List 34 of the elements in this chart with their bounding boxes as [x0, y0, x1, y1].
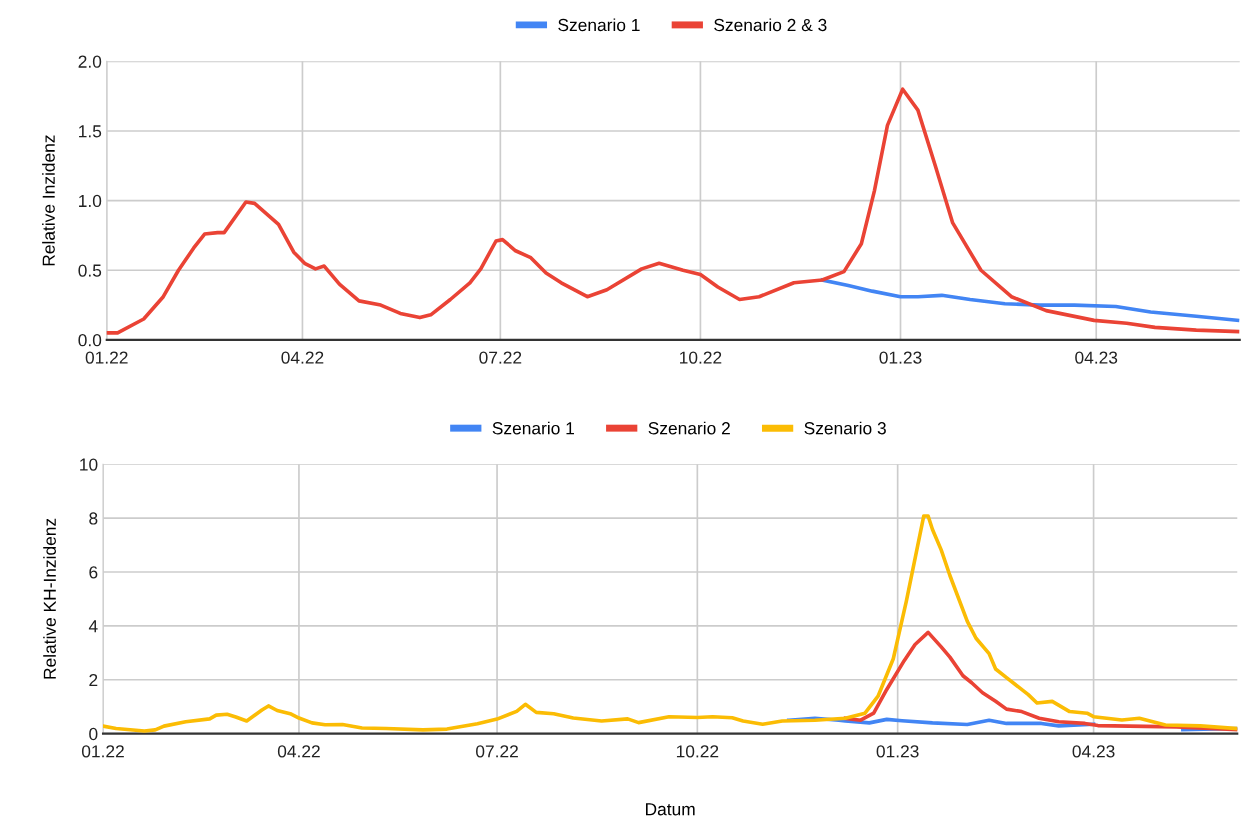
- x-tick-label: 07.22: [476, 745, 518, 758]
- x-tick-label: 04.22: [277, 745, 320, 758]
- line-series: [106, 87, 1240, 335]
- y-tick-label: 1.5: [79, 125, 102, 138]
- x-tick-label: 01.22: [85, 351, 128, 364]
- x-tick-label: 04.23: [1072, 745, 1115, 758]
- legend-label: Szenario 1: [558, 18, 640, 32]
- x-tick-label: 01.23: [876, 745, 919, 758]
- y-tick-label: 10: [80, 458, 98, 471]
- y-tick-label: 0.0: [78, 334, 102, 347]
- x-tick-label: 10.22: [680, 351, 722, 364]
- y-tick-label: 2: [89, 673, 98, 687]
- x-axis-title: Datum: [646, 803, 695, 816]
- y-tick-label: 8: [89, 512, 98, 525]
- y-tick-label: 1.0: [79, 194, 102, 208]
- line-series: [843, 630, 1238, 732]
- x-tick-label: 10.22: [676, 745, 719, 758]
- legend-label: Szenario 2: [648, 421, 730, 435]
- line-series: [820, 278, 1240, 323]
- y-tick-label: 0: [89, 727, 98, 741]
- x-tick-label: 01.23: [879, 351, 922, 364]
- y-tick-label: 0.5: [78, 264, 102, 277]
- legend-label: Szenario 2 & 3: [714, 18, 827, 32]
- x-tick-label: 04.22: [281, 351, 324, 364]
- y-axis-title: Relative KH-Inzidenz: [43, 518, 56, 679]
- legend-label: Szenario 3: [804, 421, 886, 435]
- y-tick-label: 4: [88, 620, 98, 633]
- legend-label: Szenario 1: [492, 421, 574, 435]
- y-tick-label: 6: [89, 566, 98, 579]
- y-axis-title: Relative Inzidenz: [42, 135, 55, 266]
- x-tick-label: 07.22: [479, 351, 522, 364]
- x-tick-label: 01.22: [81, 745, 124, 758]
- y-tick-label: 2.0: [78, 55, 102, 68]
- x-tick-label: 04.23: [1075, 351, 1118, 364]
